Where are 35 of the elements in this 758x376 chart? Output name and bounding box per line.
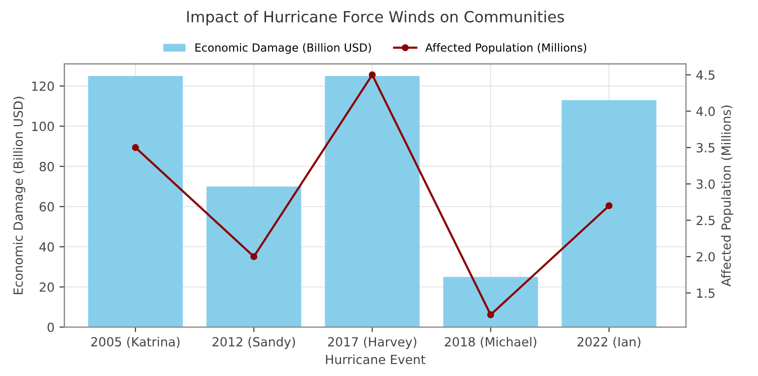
x-tick-label: 2018 (Michael) [444, 336, 536, 348]
x-tick-label: 2022 (Ian) [578, 336, 640, 348]
y-tick-label: 20 [40, 282, 54, 292]
x-tick-label: 2005 (Katrina) [91, 336, 180, 348]
x-tick-label: 2012 (Sandy) [212, 336, 295, 349]
y2-tick-label: 3.5 [696, 143, 714, 152]
point [250, 253, 258, 260]
chart-title: Impact of Hurricane Force Winds on Communities [187, 10, 564, 26]
y-tick-label: 40 [39, 242, 54, 252]
x-tick-label: 2017 (Harvey) [328, 336, 416, 349]
y2-tick-label: 2.0 [696, 252, 715, 262]
point [368, 71, 376, 78]
y-tick-label: 120 [32, 81, 54, 91]
bar [88, 76, 183, 328]
y-tick-label: 80 [40, 162, 54, 172]
y2-tick-label: 2.5 [696, 216, 714, 226]
bar [443, 276, 538, 328]
y-axis-title: Economic Damage (Billion USD) [13, 96, 26, 294]
bar [206, 186, 302, 328]
bar [324, 76, 420, 328]
legend-label: Affected Population (Millions) [425, 43, 586, 54]
point [606, 202, 613, 210]
point [487, 311, 494, 318]
bar [562, 100, 656, 328]
y2-tick-label: 3.0 [696, 179, 715, 189]
point [132, 144, 139, 152]
y-tick-label: 100 [32, 122, 54, 132]
legend-label: Economic Damage (Billion USD) [196, 43, 371, 54]
y-tick-label: 60 [40, 202, 54, 212]
y2-tick-label: 1.5 [697, 288, 714, 298]
y-tick-label: 0 [48, 322, 54, 332]
x-axis-title: Hurricane Event [326, 354, 426, 364]
y2-tick-label: 4.5 [696, 70, 714, 80]
y2-axis-title: Affected Population (Millions) [721, 106, 734, 286]
y2-tick-label: 4.0 [696, 106, 715, 116]
